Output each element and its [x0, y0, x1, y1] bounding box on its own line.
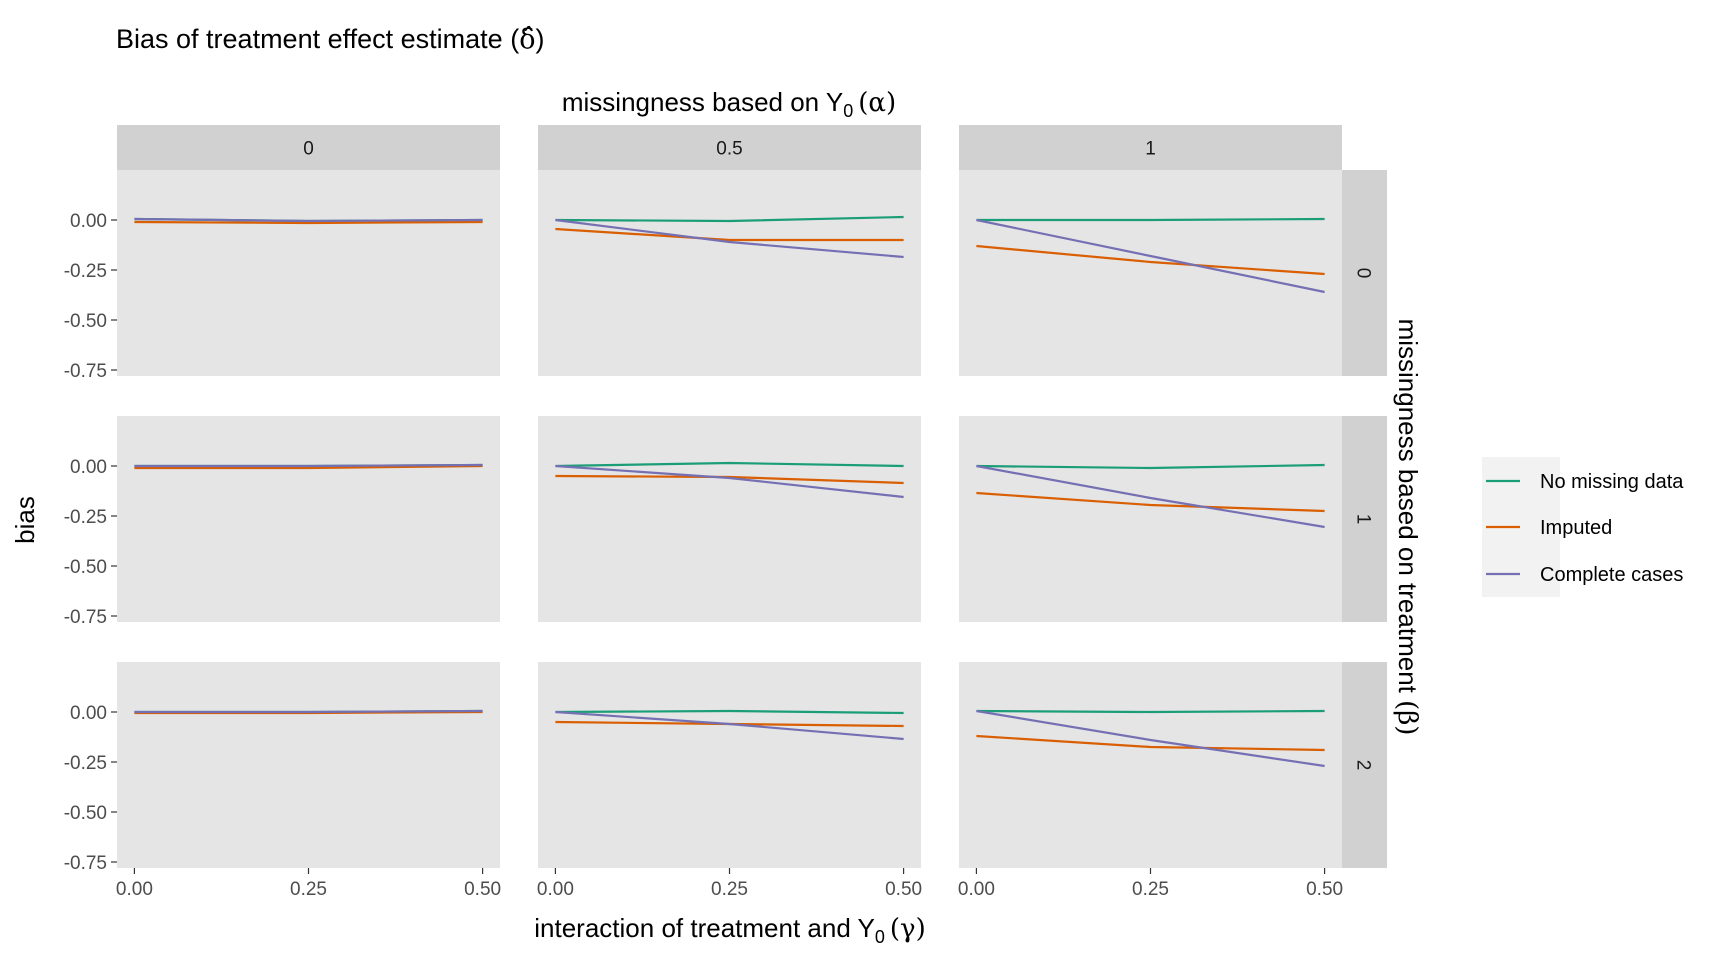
- series-line-no-missing-r2-c2: [976, 709, 1325, 714]
- legend-label-imputed: Imputed: [1540, 517, 1612, 539]
- series-line-complete-cases-r0-c1: [555, 218, 904, 259]
- y-tick-label-r2-1: -0.25: [64, 753, 107, 774]
- x-tick-label-c0-2: 0.50: [464, 879, 501, 900]
- column-strip-2: [959, 125, 1342, 170]
- panel-layer: [117, 170, 1342, 868]
- x-tick-label-c0-1: 0.25: [290, 879, 327, 900]
- series-line-complete-cases-r1-c2: [976, 464, 1325, 529]
- series-line-imputed-r0-c2: [976, 244, 1325, 276]
- series-line-complete-cases-r1-c0: [134, 463, 483, 468]
- series-line-imputed-r2-c2: [976, 734, 1325, 752]
- y-tick-label-r2-0: 0.00: [70, 703, 107, 724]
- panel-r2-c2: [959, 662, 1342, 868]
- series-line-complete-cases-r0-c0: [134, 217, 483, 223]
- column-strip-1: [538, 125, 921, 170]
- legend-item-complete-cases: Complete cases: [1486, 564, 1683, 586]
- y-axis-title: bias: [10, 496, 40, 544]
- panel-r0-c0: [117, 170, 500, 376]
- series-line-no-missing-r0-c1: [555, 215, 904, 223]
- legend-item-imputed: Imputed: [1486, 517, 1612, 539]
- series-line-no-missing-r1-c2: [976, 463, 1325, 470]
- series-line-no-missing-r2-c1: [555, 709, 904, 715]
- y-tick-label-r1-2: -0.50: [64, 557, 107, 578]
- x-tick-label-c0-0: 0.00: [116, 879, 153, 900]
- x-tick-label-c1-1: 0.25: [711, 879, 748, 900]
- panel-r1-c0: [117, 416, 500, 622]
- y-tick-label-r0-1: -0.25: [64, 261, 107, 282]
- y-tick-label-r0-3: -0.75: [64, 361, 107, 382]
- series-line-no-missing-r1-c1: [555, 461, 904, 468]
- panel-r1-c2: [959, 416, 1342, 622]
- x-tick-label-c1-2: 0.50: [885, 879, 922, 900]
- row-strip-1: [1342, 416, 1387, 622]
- series-line-complete-cases-r2-c0: [134, 709, 483, 714]
- series-line-imputed-r0-c1: [555, 227, 904, 242]
- x-tick-label-c2-2: 0.50: [1306, 879, 1343, 900]
- axis-layer: 0.00 -0.25 -0.50 -0.75 0.00 -0.25 -0.50 -0.75 0.…: [64, 211, 1343, 900]
- legend-item-no-missing: No missing data: [1486, 471, 1684, 493]
- series-line-no-missing-r0-c2: [976, 217, 1325, 222]
- chart-title: Bias of treatment effect estimate (δ̂): [116, 24, 544, 55]
- row-strip-label-0: 0: [1353, 268, 1374, 279]
- x-tick-label-c2-1: 0.25: [1132, 879, 1169, 900]
- series-line-imputed-r0-c0: [134, 220, 483, 225]
- series-line-imputed-r1-c0: [134, 464, 483, 470]
- series-line-imputed-r1-c2: [976, 491, 1325, 513]
- x-axis-title: interaction of treatment and Y0 (γ): [534, 913, 925, 947]
- panel-r2-c0: [117, 662, 500, 868]
- series-line-complete-cases-r0-c2: [976, 218, 1325, 294]
- panel-r0-c2: [959, 170, 1342, 376]
- legend-label-complete-cases: Complete cases: [1540, 564, 1683, 586]
- row-strip-label-2: 2: [1353, 760, 1374, 771]
- legend: No missing data Imputed Complete cases: [1482, 457, 1684, 597]
- column-strip-label-1: 0.5: [716, 139, 742, 160]
- row-strip-label-1: 1: [1353, 514, 1374, 525]
- y-tick-label-r0-2: -0.50: [64, 311, 107, 332]
- x-tick-label-c1-0: 0.00: [537, 879, 574, 900]
- column-strip-label-0: 0: [303, 139, 314, 160]
- y-tick-label-r1-3: -0.75: [64, 607, 107, 628]
- row-strip-0: [1342, 170, 1387, 376]
- x-tick-label-c2-0: 0.00: [958, 879, 995, 900]
- series-line-complete-cases-r1-c1: [555, 464, 904, 499]
- series-layer: [134, 215, 1325, 768]
- column-strip-label-2: 1: [1145, 139, 1156, 160]
- row-strip-2: [1342, 662, 1387, 868]
- facet-row-title: missingness based on treatment (β): [1392, 319, 1423, 736]
- y-tick-label-r2-2: -0.50: [64, 803, 107, 824]
- panel-r1-c1: [538, 416, 921, 622]
- y-tick-label-r2-3: -0.75: [64, 853, 107, 874]
- legend-label-no-missing: No missing data: [1540, 471, 1684, 493]
- y-tick-label-r1-0: 0.00: [70, 457, 107, 478]
- column-strip-0: [117, 125, 500, 170]
- series-line-complete-cases-r2-c2: [976, 709, 1325, 768]
- strip-layer: 0 0.5 1 0 1 2: [117, 125, 1387, 868]
- series-line-complete-cases-r2-c1: [555, 710, 904, 741]
- panel-r2-c1: [538, 662, 921, 868]
- y-tick-label-r1-1: -0.25: [64, 507, 107, 528]
- y-tick-label-r0-0: 0.00: [70, 211, 107, 232]
- facet-column-title: missingness based on Y0 (α): [562, 87, 896, 121]
- panel-r0-c1: [538, 170, 921, 376]
